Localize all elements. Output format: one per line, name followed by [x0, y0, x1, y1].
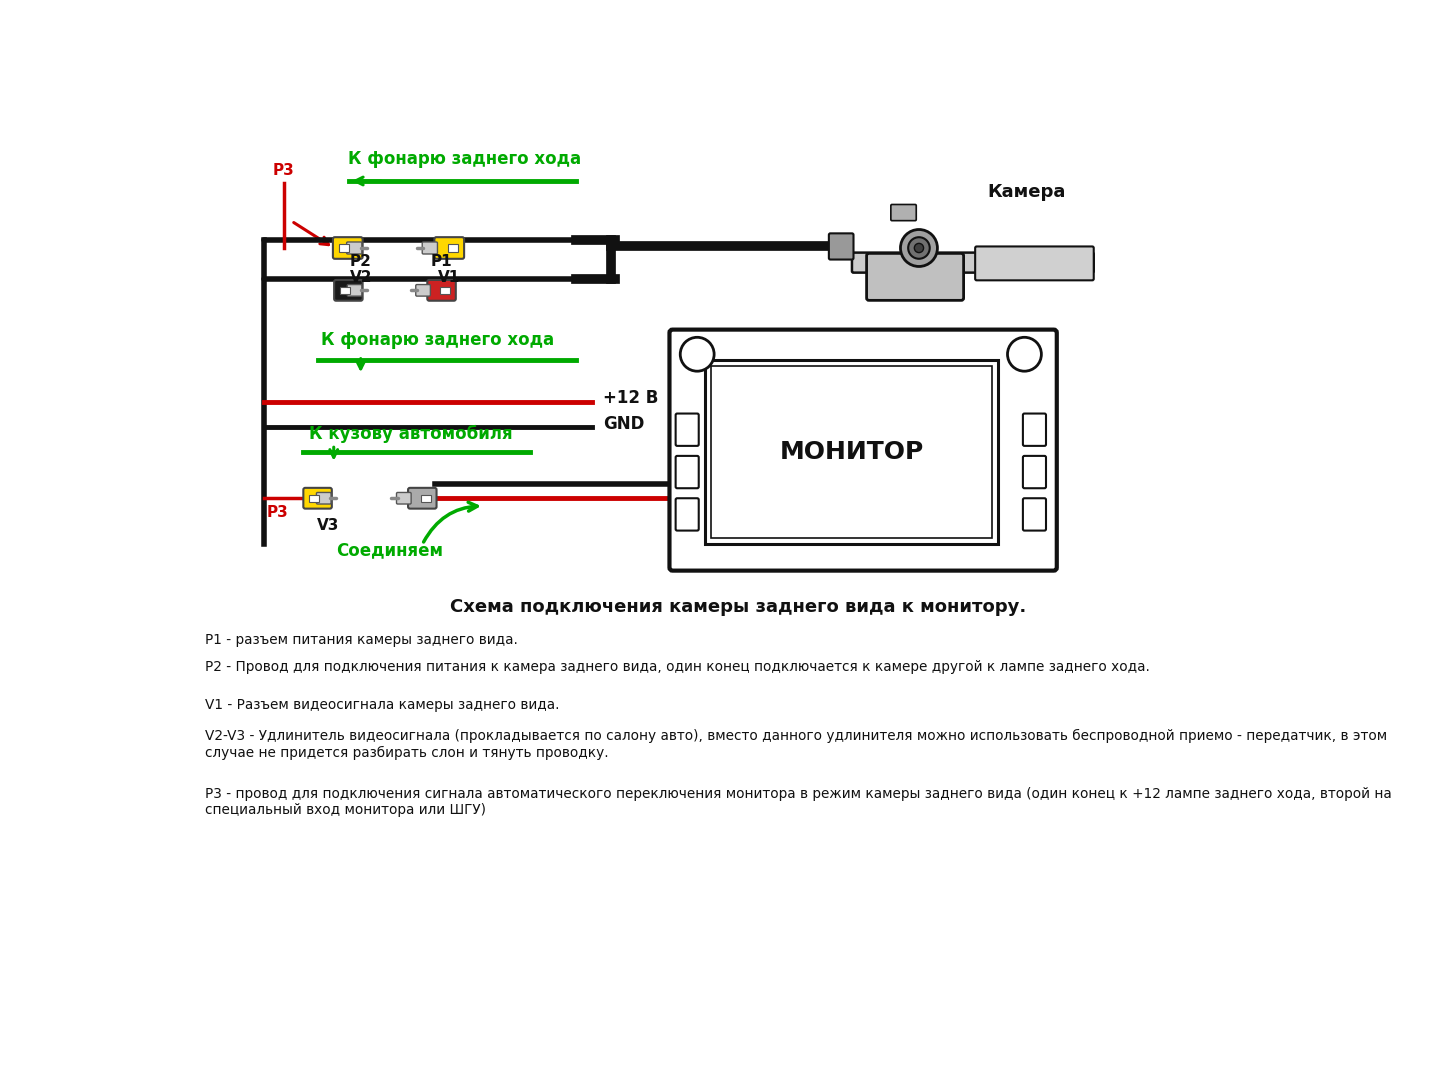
Text: V2-V3 - Удлинитель видеосигнала (прокладывается по салону авто), вместо данного : V2-V3 - Удлинитель видеосигнала (проклад…: [204, 729, 1387, 760]
FancyBboxPatch shape: [1022, 498, 1045, 531]
Text: P2: P2: [350, 254, 372, 269]
FancyBboxPatch shape: [416, 284, 431, 296]
FancyBboxPatch shape: [334, 280, 363, 301]
Circle shape: [909, 237, 930, 258]
Text: P3: P3: [266, 505, 288, 520]
Bar: [310, 494, 318, 502]
Bar: [706, 359, 998, 545]
FancyBboxPatch shape: [852, 253, 1094, 272]
Circle shape: [680, 338, 714, 371]
Text: V1: V1: [438, 270, 461, 285]
Text: GND: GND: [603, 415, 645, 432]
Text: Р3 - провод для подключения сигнала автоматического переключения монитора в режи: Р3 - провод для подключения сигнала авто…: [204, 787, 1392, 817]
Text: МОНИТОР: МОНИТОР: [779, 440, 923, 464]
Text: P3: P3: [272, 164, 295, 179]
Text: P1: P1: [431, 254, 452, 269]
Text: Схема подключения камеры заднего вида к монитору.: Схема подключения камеры заднего вида к …: [449, 598, 1027, 616]
Circle shape: [900, 229, 937, 267]
FancyBboxPatch shape: [1022, 414, 1045, 446]
Circle shape: [914, 243, 923, 253]
Text: Камера: Камера: [988, 183, 1066, 200]
FancyBboxPatch shape: [867, 253, 963, 300]
FancyBboxPatch shape: [829, 234, 854, 259]
Bar: [420, 494, 431, 502]
Text: Соединяем: Соединяем: [337, 541, 444, 560]
Circle shape: [1008, 338, 1041, 371]
FancyBboxPatch shape: [396, 492, 412, 504]
Text: К фонарю заднего хода: К фонарю заднего хода: [348, 150, 582, 168]
FancyBboxPatch shape: [347, 284, 361, 296]
FancyBboxPatch shape: [670, 329, 1057, 570]
FancyBboxPatch shape: [422, 242, 438, 254]
FancyBboxPatch shape: [347, 242, 361, 254]
FancyBboxPatch shape: [333, 237, 363, 258]
Bar: [338, 244, 348, 252]
Text: V1 - Разъем видеосигнала камеры заднего вида.: V1 - Разъем видеосигнала камеры заднего …: [204, 699, 560, 713]
FancyBboxPatch shape: [675, 414, 698, 446]
Bar: [340, 286, 350, 294]
Text: К кузову автомобиля: К кузову автомобиля: [310, 426, 513, 444]
FancyBboxPatch shape: [435, 237, 464, 258]
FancyBboxPatch shape: [408, 488, 436, 508]
FancyBboxPatch shape: [675, 498, 698, 531]
Text: К фонарю заднего хода: К фонарю заднего хода: [321, 331, 554, 349]
Text: V2: V2: [350, 270, 372, 285]
Text: V3: V3: [317, 518, 340, 533]
Text: +12 В: +12 В: [603, 389, 658, 407]
FancyBboxPatch shape: [891, 205, 916, 221]
FancyBboxPatch shape: [428, 280, 456, 301]
FancyBboxPatch shape: [975, 247, 1094, 281]
FancyBboxPatch shape: [304, 488, 331, 508]
Bar: [448, 244, 458, 252]
Text: P2 - Провод для подключения питания к камера заднего вида, один конец подключает: P2 - Провод для подключения питания к ка…: [204, 660, 1151, 674]
Text: P1 - разъем питания камеры заднего вида.: P1 - разъем питания камеры заднего вида.: [204, 632, 518, 647]
FancyBboxPatch shape: [1022, 456, 1045, 488]
FancyBboxPatch shape: [675, 456, 698, 488]
Bar: [441, 286, 451, 294]
Bar: [711, 366, 992, 538]
FancyBboxPatch shape: [317, 492, 331, 504]
